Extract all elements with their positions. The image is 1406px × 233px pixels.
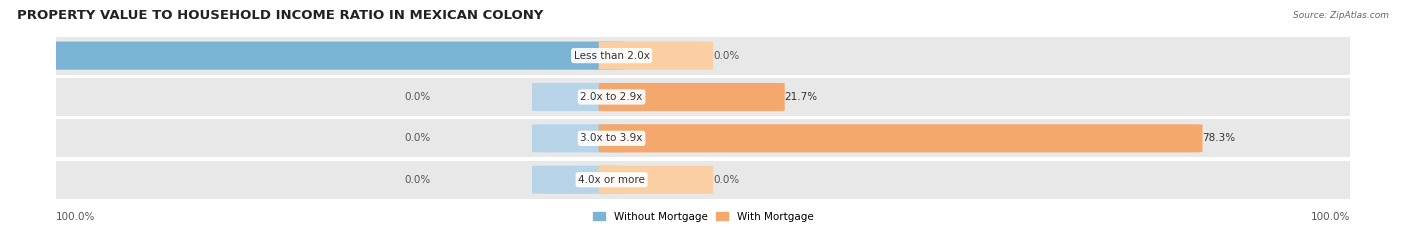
- Text: 21.7%: 21.7%: [785, 92, 818, 102]
- FancyBboxPatch shape: [599, 41, 713, 70]
- Text: 3.0x to 3.9x: 3.0x to 3.9x: [581, 133, 643, 143]
- Text: 4.0x or more: 4.0x or more: [578, 175, 645, 185]
- Text: 100.0%: 100.0%: [56, 212, 96, 222]
- Text: 78.3%: 78.3%: [1202, 133, 1236, 143]
- Legend: Without Mortgage, With Mortgage: Without Mortgage, With Mortgage: [593, 212, 813, 222]
- Text: 0.0%: 0.0%: [713, 175, 740, 185]
- Text: Source: ZipAtlas.com: Source: ZipAtlas.com: [1294, 11, 1389, 20]
- Text: PROPERTY VALUE TO HOUSEHOLD INCOME RATIO IN MEXICAN COLONY: PROPERTY VALUE TO HOUSEHOLD INCOME RATIO…: [17, 9, 543, 22]
- FancyBboxPatch shape: [531, 124, 624, 152]
- FancyBboxPatch shape: [599, 124, 1202, 152]
- Text: Less than 2.0x: Less than 2.0x: [574, 51, 650, 61]
- Text: 100.0%: 100.0%: [0, 51, 44, 61]
- FancyBboxPatch shape: [599, 83, 785, 111]
- FancyBboxPatch shape: [531, 83, 624, 111]
- FancyBboxPatch shape: [531, 166, 624, 194]
- Text: 0.0%: 0.0%: [405, 175, 430, 185]
- Text: 0.0%: 0.0%: [405, 92, 430, 102]
- Text: 0.0%: 0.0%: [405, 133, 430, 143]
- FancyBboxPatch shape: [599, 166, 713, 194]
- FancyBboxPatch shape: [44, 41, 624, 70]
- Text: 2.0x to 2.9x: 2.0x to 2.9x: [581, 92, 643, 102]
- Text: 100.0%: 100.0%: [1310, 212, 1350, 222]
- Text: 0.0%: 0.0%: [713, 51, 740, 61]
